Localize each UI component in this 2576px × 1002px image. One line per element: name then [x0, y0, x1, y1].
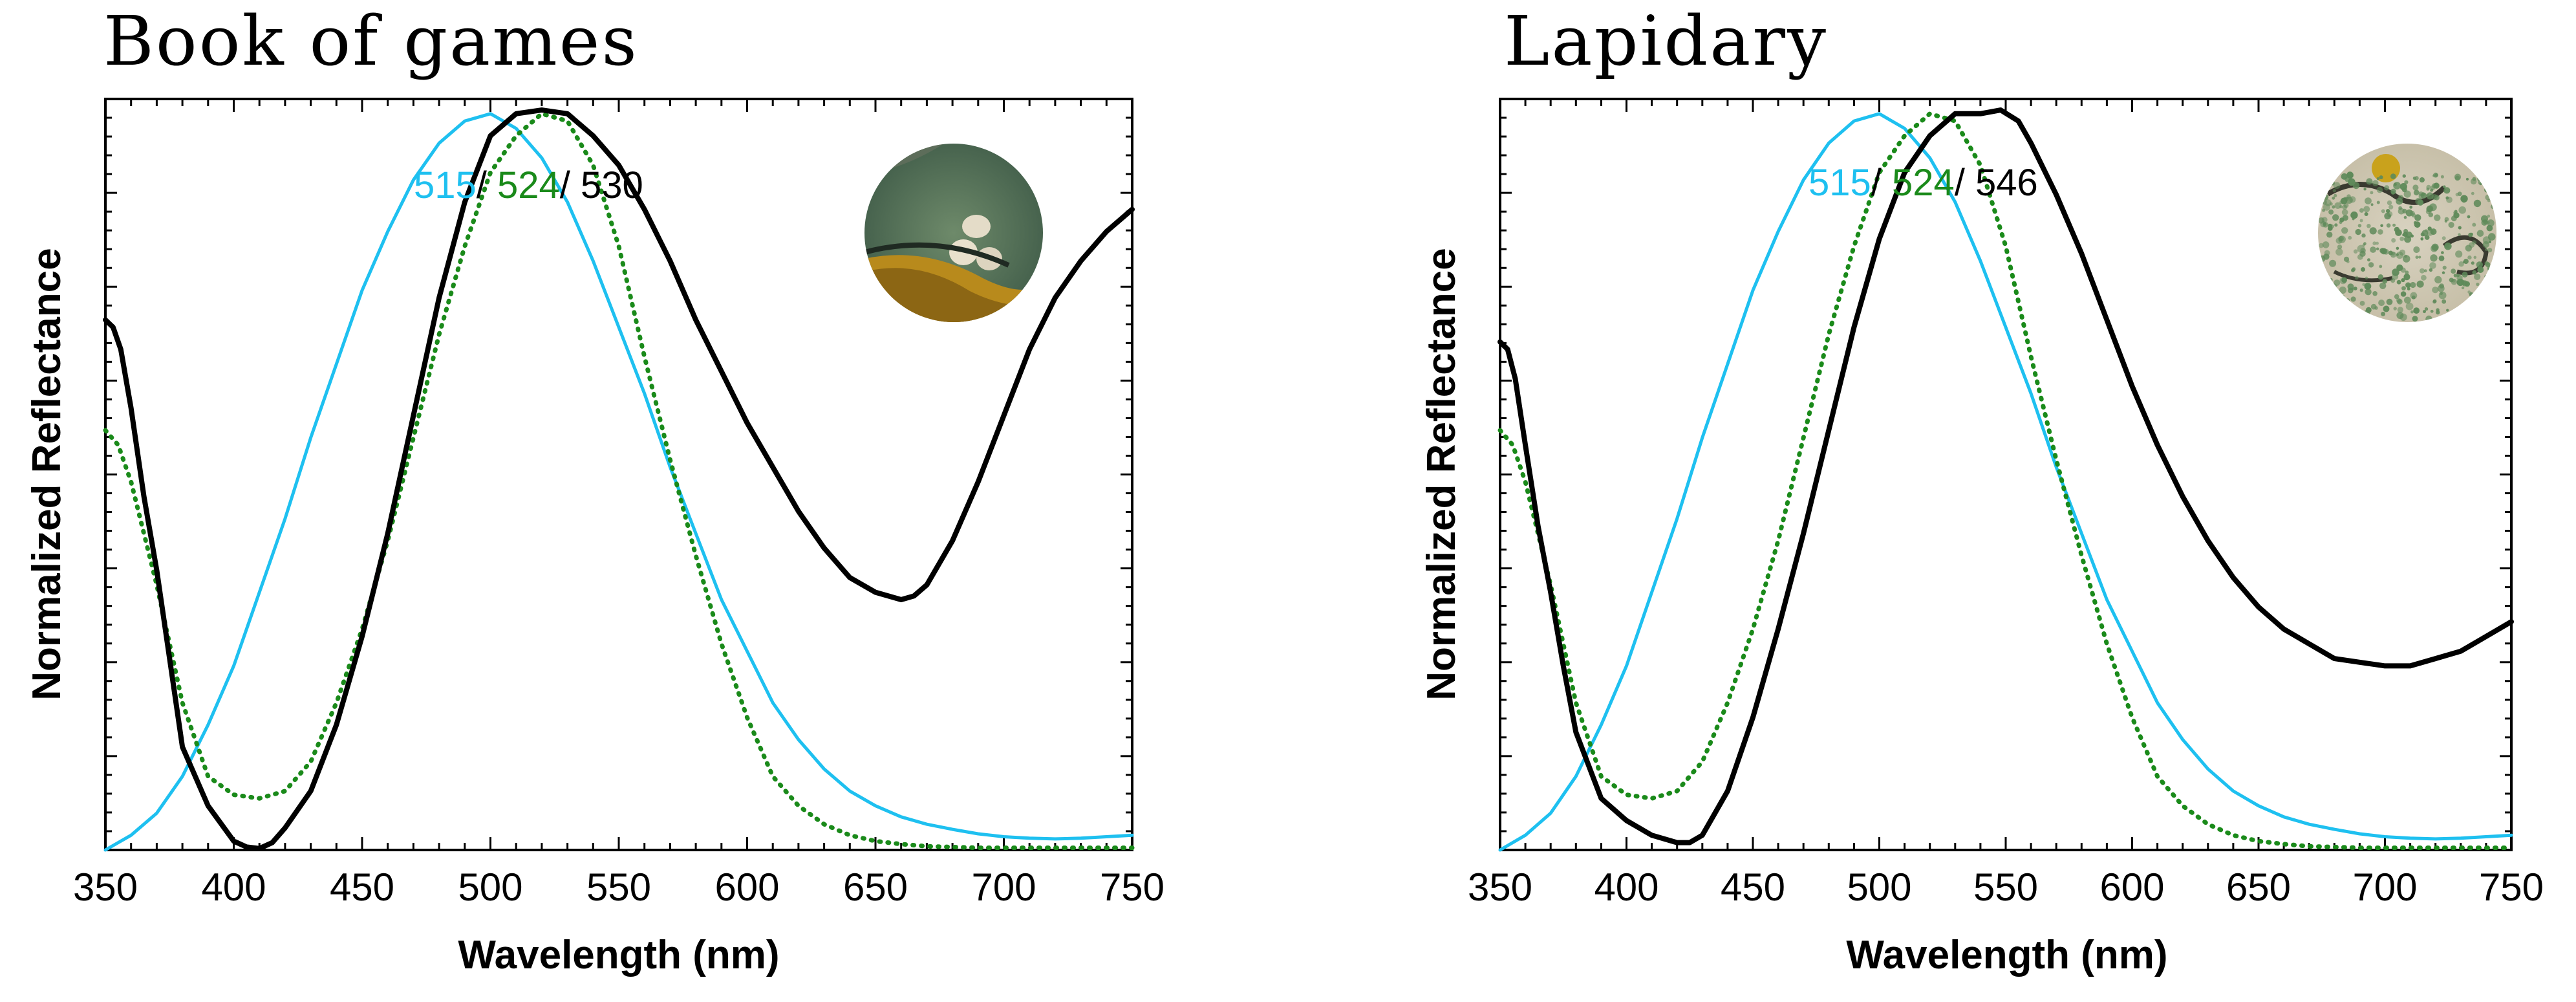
panel-lapidary: Lapidary 350 400 450 500 550 600 650 700 750 Wav… [1419, 1, 2544, 977]
series-line-546-black [1497, 107, 2514, 845]
x-tick-label: 650 [2226, 866, 2291, 909]
x-tick-label: 350 [73, 866, 138, 909]
x-axis-label: Wavelength (nm) [1846, 933, 2167, 977]
chart-title: Lapidary [1504, 1, 1828, 81]
annotation-part: / [560, 164, 581, 206]
annotation-part: / [477, 164, 497, 206]
x-axis-label: Wavelength (nm) [458, 933, 779, 977]
y-axis-label: Normalized Reflectance [1419, 248, 1464, 700]
series-line-524-green [103, 111, 1135, 851]
series-line-524-green [1497, 111, 2514, 851]
series-line-515-cyan [103, 112, 1134, 852]
x-tick-label: 350 [1468, 866, 1532, 909]
sample-thumbnail [2318, 144, 2496, 322]
annotation-part: 524 [1892, 162, 1955, 204]
annotation-part: 530 [581, 164, 643, 206]
x-tick-labels: 350 400 450 500 550 600 650 700 750 [73, 866, 1165, 909]
x-tick-label: 700 [2352, 866, 2417, 909]
x-tick-label: 550 [586, 866, 651, 909]
x-tick-label: 600 [2099, 866, 2164, 909]
x-tick-label: 750 [2479, 866, 2544, 909]
x-tick-label: 650 [843, 866, 908, 909]
x-tick-label: 450 [330, 866, 394, 909]
x-tick-label: 400 [201, 866, 266, 909]
series-group [103, 107, 1135, 852]
annotation-part: 515 [1809, 162, 1871, 204]
x-tick-labels: 350 400 450 500 550 600 650 700 750 [1468, 866, 2544, 909]
annotation-part: / [1955, 162, 1975, 204]
peak-annotation: 515/ 524/ 530 [414, 164, 643, 206]
x-tick-label: 550 [1973, 866, 2038, 909]
y-axis-label: Normalized Reflectance [25, 248, 69, 700]
x-tick-label: 450 [1721, 866, 1785, 909]
sample-thumbnail [864, 144, 1043, 322]
peak-annotation: 515/ 524/ 546 [1809, 162, 2038, 204]
chart-title: Book of games [103, 1, 639, 81]
series-group [1497, 107, 2514, 852]
annotation-part: / [1871, 162, 1892, 204]
panel-book-of-games: Book of games 350 400 450 500 550 600 650 700 75… [25, 1, 1165, 977]
x-tick-label: 700 [971, 866, 1036, 909]
annotation-part: 546 [1975, 162, 2038, 204]
x-tick-label: 600 [714, 866, 779, 909]
x-tick-label: 500 [458, 866, 522, 909]
x-tick-label: 400 [1594, 866, 1658, 909]
annotation-part: 524 [497, 164, 560, 206]
x-tick-label: 500 [1847, 866, 1911, 909]
series-line-515-cyan [1498, 112, 2513, 852]
x-tick-label: 750 [1100, 866, 1165, 909]
series-line-530-black [103, 107, 1135, 851]
annotation-part: 515 [414, 164, 477, 206]
